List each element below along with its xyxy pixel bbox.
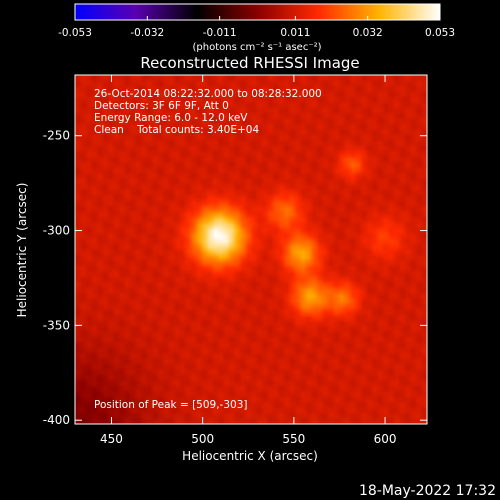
y-tick-label: -400	[43, 413, 70, 427]
x-tick-label: 500	[191, 432, 214, 446]
colorbar-unit-label: (photons cm⁻² s⁻¹ asec⁻²)	[192, 42, 321, 53]
annotation-block: 26-Oct-2014 08:22:32.000 to 08:28:32.000…	[94, 88, 322, 136]
colorbar-tick-label: -0.053	[58, 27, 92, 39]
colorbar-tick-label: -0.011	[203, 27, 237, 39]
colorbar-strip	[74, 3, 441, 21]
annotation-energy-range: Energy Range: 6.0 - 12.0 keV	[94, 112, 248, 124]
plot-frame	[74, 74, 428, 425]
y-tick-label: -250	[43, 129, 70, 143]
plot-area: 450 500 550 600 -250 -300 -350 -400	[43, 74, 428, 446]
x-tick-label: 550	[282, 432, 305, 446]
colorbar-tick-label: 0.032	[353, 27, 383, 39]
x-tick-label: 600	[374, 432, 397, 446]
colorbar-tick-label: 0.053	[425, 27, 455, 39]
peak-position-label: Position of Peak = [509,-303]	[94, 399, 248, 411]
y-axis-label: Heliocentric Y (arcsec)	[15, 183, 29, 318]
y-tick-label: -300	[43, 224, 70, 238]
y-tick-label: -350	[43, 318, 70, 332]
y-axis-ticks: -250 -300 -350 -400	[43, 129, 427, 427]
annotation-time-range: 26-Oct-2014 08:22:32.000 to 08:28:32.000	[94, 88, 322, 100]
annotation-total-counts: Clean Total counts: 3.40E+04	[94, 124, 259, 136]
colorbar-ticks: -0.053 -0.032 -0.011 0.011 0.032 0.053	[58, 16, 455, 39]
colorbar: -0.053 -0.032 -0.011 0.011 0.032 0.053 (photo…	[58, 3, 455, 53]
annotation-detectors: Detectors: 3F 6F 9F, Att 0	[94, 100, 229, 112]
x-tick-label: 450	[100, 432, 123, 446]
x-axis-label: Heliocentric X (arcsec)	[182, 449, 318, 463]
chart-title: Reconstructed RHESSI Image	[140, 54, 359, 72]
colorbar-tick-label: -0.032	[130, 27, 164, 39]
colorbar-tick-label: 0.011	[280, 27, 310, 39]
heatmap-image	[75, 75, 427, 424]
x-axis-ticks: 450 500 550 600	[100, 75, 397, 446]
render-timestamp: 18-May-2022 17:32	[359, 483, 496, 499]
